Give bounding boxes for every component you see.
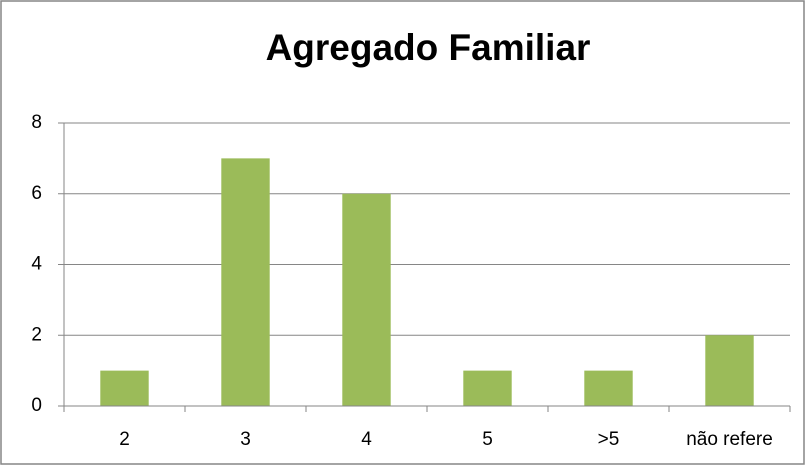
y-tick-label: 8 — [31, 112, 42, 133]
bar — [342, 193, 391, 406]
x-tick-label: 5 — [482, 429, 493, 450]
x-tick-label: >5 — [598, 429, 620, 450]
x-tick-label: 3 — [240, 429, 251, 450]
x-tick-label: 4 — [361, 429, 372, 450]
bar — [221, 158, 270, 406]
x-tick-label: não refere — [686, 429, 773, 450]
bar — [463, 370, 512, 406]
x-tick-label: 2 — [119, 429, 130, 450]
chart-title: Agregado Familiar — [266, 27, 591, 68]
y-tick-label: 2 — [31, 324, 42, 345]
y-tick-label: 0 — [31, 395, 42, 416]
y-tick-label: 6 — [31, 183, 42, 204]
bar — [705, 335, 754, 406]
bar — [100, 370, 149, 406]
y-tick-label: 4 — [31, 254, 42, 275]
bar — [584, 370, 633, 406]
